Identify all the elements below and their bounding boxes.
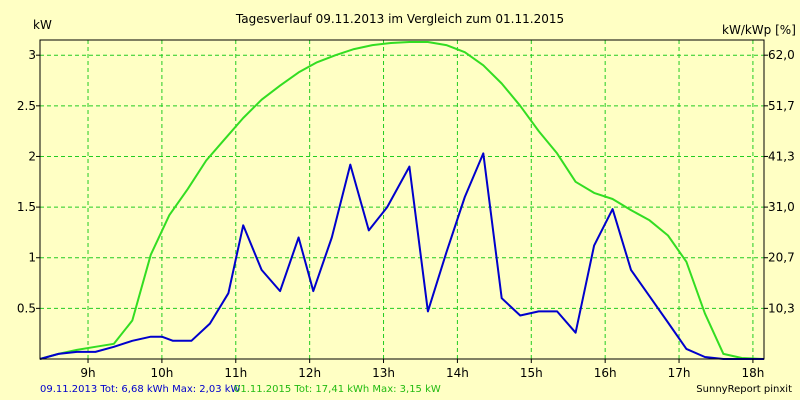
y-tick-label-left: 3 bbox=[28, 48, 36, 62]
x-tick-label: 11h bbox=[224, 366, 247, 380]
brand-label: SunnyReport pinxit bbox=[696, 384, 792, 395]
legend-series-2: 01.11.2015 Tot: 17,41 kWh Max: 3,15 kW bbox=[234, 384, 441, 395]
y-tick-label-right: 51,7 bbox=[768, 99, 795, 113]
y-tick-label-right: 41,3 bbox=[768, 149, 795, 163]
y-tick-label-left: 1.5 bbox=[17, 200, 36, 214]
y-tick-label-left: 2 bbox=[28, 149, 36, 163]
x-tick-label: 12h bbox=[298, 366, 321, 380]
y-tick-label-left: 2.5 bbox=[17, 99, 36, 113]
y-tick-label-right: 31,0 bbox=[768, 200, 795, 214]
y-tick-label-left: 1 bbox=[28, 251, 36, 265]
y-axis-label-right: kW/kWp [%] bbox=[722, 23, 796, 37]
x-tick-label: 13h bbox=[372, 366, 395, 380]
x-tick-label: 14h bbox=[446, 366, 469, 380]
x-tick-label: 18h bbox=[741, 366, 764, 380]
x-tick-label: 9h bbox=[80, 366, 95, 380]
y-tick-label-right: 62,0 bbox=[768, 48, 795, 62]
x-tick-label: 15h bbox=[520, 366, 543, 380]
chart-title: Tagesverlauf 09.11.2013 im Vergleich zum… bbox=[235, 12, 564, 26]
axis-layer: 9h 10h 11h 12h 13h 14h 15h 16h 17h 18h 0.5 1 1.5 2 2.5… bbox=[17, 39, 795, 380]
legend-series-1: 09.11.2013 Tot: 6,68 kWh Max: 2,03 kW bbox=[40, 384, 241, 395]
grid-layer bbox=[40, 40, 764, 359]
y-tick-label-right: 20,7 bbox=[768, 251, 795, 265]
series-line-1 bbox=[39, 152, 764, 360]
plot-frame bbox=[39, 39, 765, 360]
x-tick-label: 17h bbox=[668, 366, 691, 380]
x-tick-label: 16h bbox=[594, 366, 617, 380]
y-tick-label-right: 10,3 bbox=[768, 301, 795, 315]
y-tick-label-left: 0.5 bbox=[17, 301, 36, 315]
series-line-2 bbox=[39, 41, 765, 360]
x-tick-label: 10h bbox=[150, 366, 173, 380]
series-layer bbox=[39, 41, 765, 360]
y-axis-label-left: kW bbox=[33, 18, 52, 32]
